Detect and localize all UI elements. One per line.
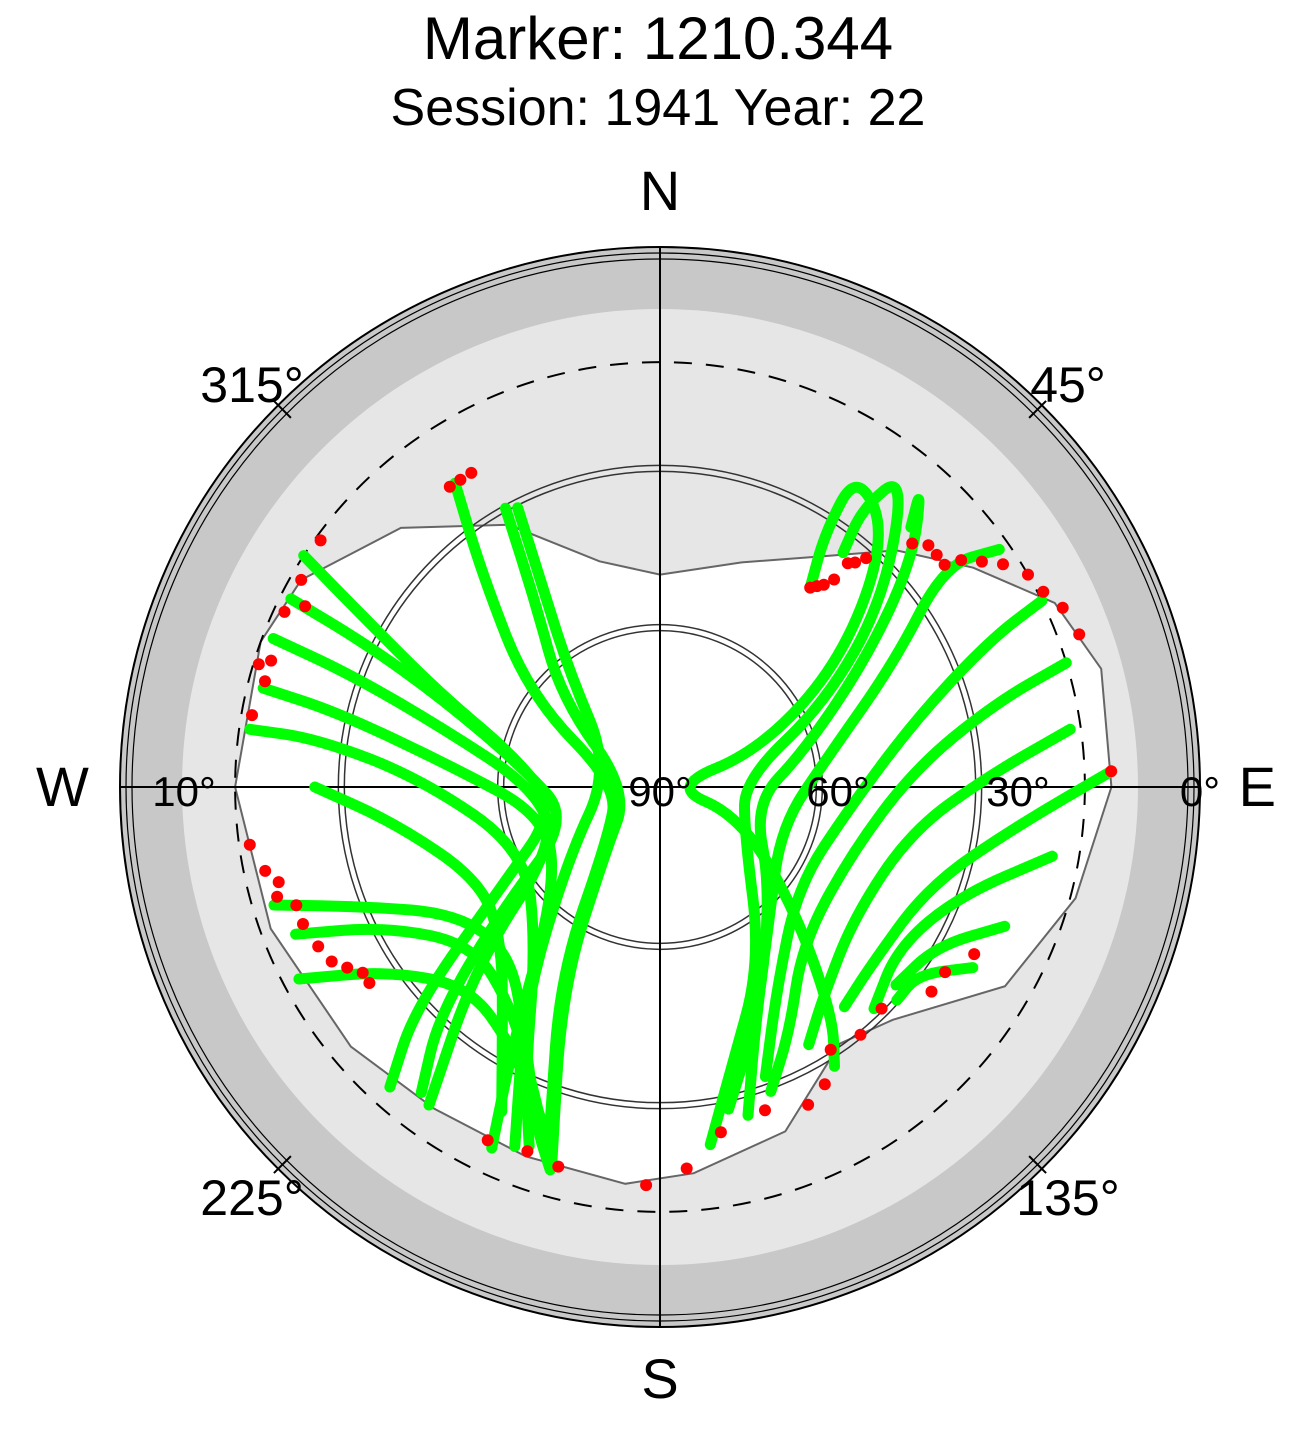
flagged-point-31 [930, 548, 943, 561]
compass-west: W [36, 755, 89, 818]
rim-1 [125, 252, 1195, 1322]
flagged-point-47 [759, 1104, 771, 1117]
compass-north: N [640, 159, 680, 222]
flagged-point-37 [1037, 585, 1050, 598]
flagged-point-40 [1105, 765, 1118, 778]
azimuth-label-45: 45° [1030, 357, 1106, 413]
compass-east: E [1239, 755, 1276, 818]
flagged-point-19 [341, 961, 354, 974]
track-7 [244, 723, 539, 1152]
flagged-point-29 [906, 537, 919, 550]
flagged-point-14 [271, 890, 284, 903]
flagged-point-4 [295, 573, 308, 586]
flagged-point-3 [314, 534, 327, 547]
track-18 [803, 723, 1076, 1051]
flagged-point-45 [680, 1162, 693, 1175]
elevation-label-30: 30° [986, 768, 1050, 815]
flagged-point-17 [312, 940, 325, 953]
rim-0 [119, 246, 1201, 1328]
flagged-point-5 [299, 600, 312, 613]
flagged-point-2 [465, 466, 478, 479]
flagged-point-34 [975, 555, 988, 568]
flagged-point-28 [860, 552, 873, 565]
flagged-point-6 [278, 605, 291, 618]
flagged-point-11 [243, 838, 256, 851]
track-8 [309, 781, 508, 1118]
flagged-point-32 [938, 558, 951, 571]
flagged-point-39 [1073, 628, 1086, 641]
track-19 [838, 765, 1117, 1013]
flagged-point-13 [272, 876, 285, 889]
flagged-point-42 [521, 1145, 534, 1158]
flagged-point-15 [290, 899, 303, 912]
track-21 [890, 920, 1011, 991]
compass-south: S [641, 1347, 678, 1410]
observation-tracks [244, 477, 1117, 1176]
azimuth-label-225: 225° [200, 1170, 303, 1226]
elevation-label-0: 0° [1180, 768, 1220, 815]
flagged-point-20 [356, 966, 369, 979]
flagged-point-10 [246, 709, 258, 722]
flagged-point-9 [259, 675, 271, 688]
flagged-point-49 [818, 1078, 831, 1091]
rim-2 [131, 258, 1189, 1316]
flagged-point-1 [454, 473, 467, 486]
axis-lines [120, 247, 1200, 1327]
flagged-point-43 [552, 1160, 565, 1173]
track-5 [267, 633, 553, 1111]
flagged-point-50 [824, 1043, 837, 1056]
flagged-point-33 [955, 554, 968, 567]
track-13 [704, 481, 904, 1151]
flagged-point-46 [714, 1126, 727, 1139]
flagged-point-51 [854, 1028, 867, 1041]
flagged-point-35 [997, 558, 1009, 571]
track-15 [742, 543, 1005, 1121]
track-16 [759, 595, 1048, 1082]
flagged-point-7 [265, 654, 278, 667]
chart-title: Marker: 1210.344 [422, 5, 894, 72]
flagged-point-24 [817, 578, 830, 591]
elevation-label-10: 10° [152, 768, 216, 815]
flagged-point-25 [828, 573, 841, 586]
flagged-point-54 [939, 966, 952, 979]
flagged-point-41 [481, 1134, 494, 1147]
azimuth-label-315: 315° [200, 357, 303, 413]
track-11 [293, 968, 546, 1122]
flagged-point-0 [443, 480, 456, 493]
track-20 [868, 850, 1058, 1015]
track-2 [500, 502, 626, 1171]
flagged-point-44 [640, 1179, 653, 1192]
flagged-point-8 [252, 658, 265, 671]
flagged-point-48 [802, 1098, 815, 1111]
azimuth-label-135: 135° [1016, 1170, 1119, 1226]
flagged-point-52 [875, 1002, 888, 1015]
chart-subtitle: Session: 1941 Year: 22 [390, 79, 926, 137]
flagged-point-30 [922, 539, 935, 552]
flagged-point-53 [925, 985, 938, 998]
flagged-point-27 [849, 556, 862, 569]
flagged-point-38 [1056, 601, 1069, 614]
flagged-observations [243, 466, 1118, 1192]
flagged-point-21 [363, 977, 376, 989]
outer-rings [119, 246, 1201, 1328]
flagged-point-16 [297, 918, 309, 930]
flagged-point-36 [1022, 568, 1034, 581]
flagged-point-18 [325, 955, 338, 968]
flagged-point-55 [968, 948, 981, 961]
flagged-point-12 [259, 864, 272, 877]
track-10 [290, 923, 551, 1147]
track-17 [765, 657, 1072, 1097]
elevation-label-90: 90° [628, 768, 692, 815]
elevation-label-60: 60° [806, 768, 870, 815]
track-4 [285, 593, 562, 1098]
